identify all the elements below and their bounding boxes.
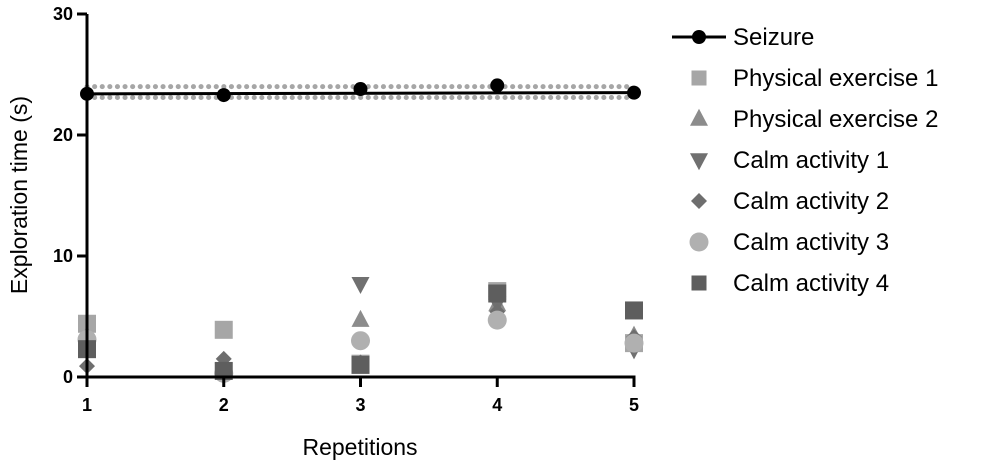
legend-marker-physical-exercise-1	[691, 70, 707, 86]
legend-label-calm-activity-1: Calm activity 1	[733, 147, 889, 174]
legend-label-calm-activity-3: Calm activity 3	[733, 229, 889, 256]
y-axis-title: Exploration time (s)	[6, 96, 32, 294]
point-physical-exercise-2-3	[351, 309, 370, 327]
x-tick-label-3: 3	[355, 395, 365, 415]
legend: Seizure Physical exercise 1 Physical exerc…	[672, 24, 938, 297]
legend-label-calm-activity-2: Calm activity 2	[733, 188, 889, 215]
legend-marker-calm-activity-2	[691, 193, 707, 209]
legend-marker-physical-exercise-2	[690, 108, 708, 126]
point-calm-activity-4-4	[488, 284, 507, 303]
legend-item-seizure: Seizure	[672, 24, 814, 51]
x-tick-label-4: 4	[492, 395, 502, 415]
y-tick-label-0: 0	[63, 367, 73, 387]
point-calm-activity-4-2	[214, 361, 233, 380]
legend-label-physical-exercise-1: Physical exercise 1	[733, 65, 938, 92]
point-calm-activity-4-3	[351, 355, 370, 374]
plot-area	[77, 78, 644, 383]
y-tick-label-30: 30	[53, 4, 73, 24]
legend-item-calm-activity-3: Calm activity 3	[689, 229, 889, 256]
point-calm-activity-4-5	[625, 301, 643, 320]
x-tick-label-1: 1	[82, 395, 92, 415]
point-calm-activity-3-3	[351, 331, 370, 351]
y-tick-label-10: 10	[53, 246, 73, 266]
legend-marker-calm-activity-4	[691, 275, 707, 291]
x-tick-label-2: 2	[219, 395, 229, 415]
point-seizure-4	[490, 78, 505, 93]
y-tick-label-20: 20	[53, 125, 73, 145]
legend-item-calm-activity-2: Calm activity 2	[691, 188, 889, 215]
legend-item-calm-activity-1: Calm activity 1	[690, 147, 889, 174]
legend-marker-calm-activity-3	[689, 232, 709, 252]
legend-marker-seizure	[692, 30, 706, 44]
legend-item-physical-exercise-2: Physical exercise 2	[690, 106, 938, 133]
point-calm-activity-3-5	[624, 333, 644, 353]
x-tick-label-5: 5	[629, 395, 639, 415]
point-physical-exercise-1-2	[214, 320, 233, 339]
legend-item-physical-exercise-1: Physical exercise 1	[691, 65, 938, 92]
legend-label-seizure: Seizure	[733, 24, 814, 51]
legend-label-calm-activity-4: Calm activity 4	[733, 270, 889, 297]
axes: 0 10 20 30 1 2 3 4 5	[53, 4, 639, 415]
x-axis-title: Repetitions	[302, 434, 417, 460]
point-calm-activity-3-4	[487, 310, 507, 330]
point-seizure-5	[627, 85, 641, 100]
point-seizure-3	[353, 82, 368, 97]
point-calm-activity-1-3	[351, 277, 370, 295]
legend-marker-calm-activity-1	[690, 153, 708, 171]
point-seizure-2	[216, 88, 231, 103]
legend-item-calm-activity-4: Calm activity 4	[691, 270, 889, 297]
legend-label-physical-exercise-2: Physical exercise 2	[733, 106, 938, 133]
